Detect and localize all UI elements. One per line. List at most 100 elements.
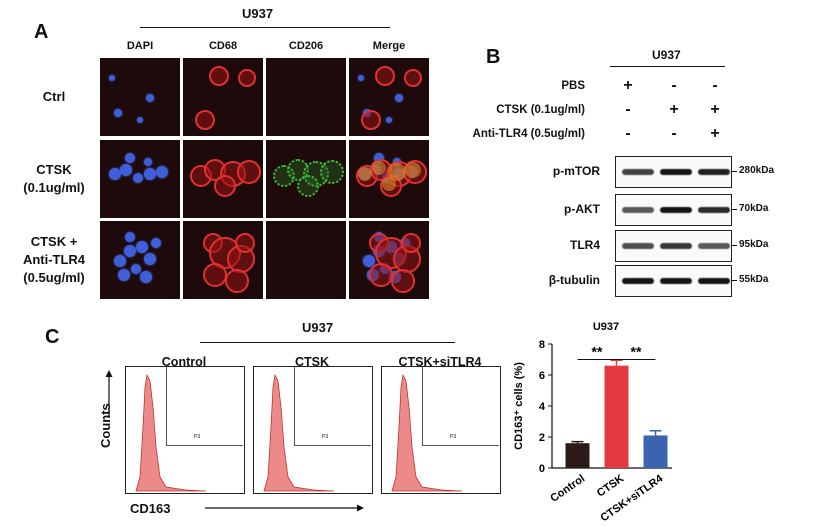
flow-title-0: Control	[161, 355, 207, 369]
cd68-cell	[404, 69, 422, 87]
y-tick-label: 2	[539, 432, 545, 444]
panel-a-letter: A	[34, 21, 49, 43]
flow-x-axis-label: CD163	[130, 501, 171, 516]
flow-histogram-0: P3	[125, 366, 245, 494]
y-tick-label: 4	[539, 401, 546, 413]
nucleus	[140, 271, 152, 283]
sig-label-2: **	[631, 344, 642, 360]
histogram-plot	[135, 373, 207, 492]
cd206-cell	[297, 175, 319, 197]
cd68-cell	[375, 66, 395, 86]
nucleus	[137, 117, 143, 123]
blot-label-1: p-AKT	[564, 202, 600, 216]
treatment-label-2: Anti-TLR4 (0.5ug/ml)	[472, 128, 585, 140]
treatment-sign: -	[671, 77, 677, 94]
nucleus	[109, 168, 121, 180]
mw-label-0: 280kDa	[739, 165, 775, 176]
nucleus	[151, 238, 161, 248]
blot-band	[622, 243, 654, 249]
x-tick-label-0: Control	[548, 473, 587, 505]
treatment-sign: +	[710, 101, 720, 118]
cd68-cell	[361, 110, 381, 130]
treatment-sign: -	[625, 125, 631, 142]
nucleus	[156, 166, 168, 178]
merge-overlap	[388, 163, 406, 181]
histogram-fill	[135, 373, 207, 492]
nucleus	[374, 153, 384, 163]
blot-band	[660, 207, 692, 213]
nucleus	[146, 94, 154, 102]
blot-label-2: TLR4	[570, 238, 600, 252]
blot-label-0: p-mTOR	[552, 164, 600, 178]
micrograph-r2-c0	[100, 221, 180, 299]
merge-overlap	[405, 162, 421, 178]
bar-1	[604, 365, 629, 468]
column-label-cd68: CD68	[208, 40, 238, 52]
nucleus	[386, 117, 392, 123]
treatment-sign: +	[623, 77, 633, 94]
row-label-2: CTSK + Anti-TLR4 (0.5ug/ml)	[22, 234, 86, 285]
mw-tick	[731, 245, 737, 246]
flow-histogram-1: P3	[253, 366, 373, 494]
nucleus	[109, 75, 115, 81]
treatment-sign: +	[669, 101, 679, 118]
treatment-label-1: CTSK (0.1ug/ml)	[496, 104, 585, 116]
mw-label-3: 55kDa	[739, 274, 769, 285]
nucleus	[114, 109, 122, 117]
panel-c-bracket-line	[200, 342, 455, 343]
treatment-sign: -	[625, 101, 631, 118]
nucleus	[358, 75, 364, 81]
histogram-plot	[263, 373, 335, 492]
gate-label: P3	[322, 434, 329, 440]
merge-overlap	[382, 177, 396, 191]
histogram-fill	[263, 373, 335, 492]
merge-overlap	[372, 161, 386, 175]
blot-band	[622, 278, 654, 284]
nucleus	[136, 241, 148, 253]
blot-strip-0	[615, 156, 732, 188]
y-axis-label: CD163⁺ cells (%)	[513, 362, 525, 450]
micrograph-r0-c0	[100, 58, 180, 136]
cd68-cell	[214, 175, 236, 197]
nucleus	[120, 164, 132, 176]
gate-box	[422, 367, 499, 446]
nucleus	[125, 232, 135, 242]
micrograph-r0-c3	[349, 58, 429, 136]
gate-label: P3	[194, 434, 201, 440]
x-tick-label-1: CTSK	[595, 473, 626, 500]
cd206-cell	[320, 160, 344, 184]
nucleus	[363, 255, 375, 267]
nucleus	[131, 264, 141, 274]
mw-tick	[731, 171, 737, 172]
y-tick-label: 8	[539, 339, 545, 351]
sig-label-1: **	[592, 344, 603, 360]
blot-band	[698, 207, 730, 213]
nucleus	[144, 168, 156, 180]
blot-band	[660, 278, 692, 284]
nucleus	[124, 245, 136, 257]
mw-label-2: 95kDa	[739, 239, 769, 250]
blot-strip-1	[615, 194, 732, 226]
column-label-dapi: DAPI	[126, 40, 154, 52]
histogram-fill	[391, 373, 463, 492]
treatment-label-0: PBS	[561, 80, 585, 92]
gate-label: P3	[450, 434, 457, 440]
blot-band	[698, 243, 730, 249]
treatment-sign: -	[712, 77, 718, 94]
flow-histogram-2: P3	[381, 366, 501, 494]
cd68-cell	[225, 269, 249, 293]
nucleus	[395, 94, 403, 102]
cd68-cell	[203, 263, 227, 287]
cd68-cell	[209, 66, 229, 86]
micrograph-r2-c2	[266, 221, 346, 299]
micrograph-r1-c1	[183, 140, 263, 218]
nucleus	[118, 269, 130, 281]
flow-title-1: CTSK	[294, 355, 330, 369]
mw-label-1: 70kDa	[739, 203, 769, 214]
gate-box	[166, 367, 243, 446]
micrograph-r1-c3	[349, 140, 429, 218]
merge-overlap	[358, 167, 372, 181]
mw-tick	[731, 209, 737, 210]
micrograph-r1-c2	[266, 140, 346, 218]
